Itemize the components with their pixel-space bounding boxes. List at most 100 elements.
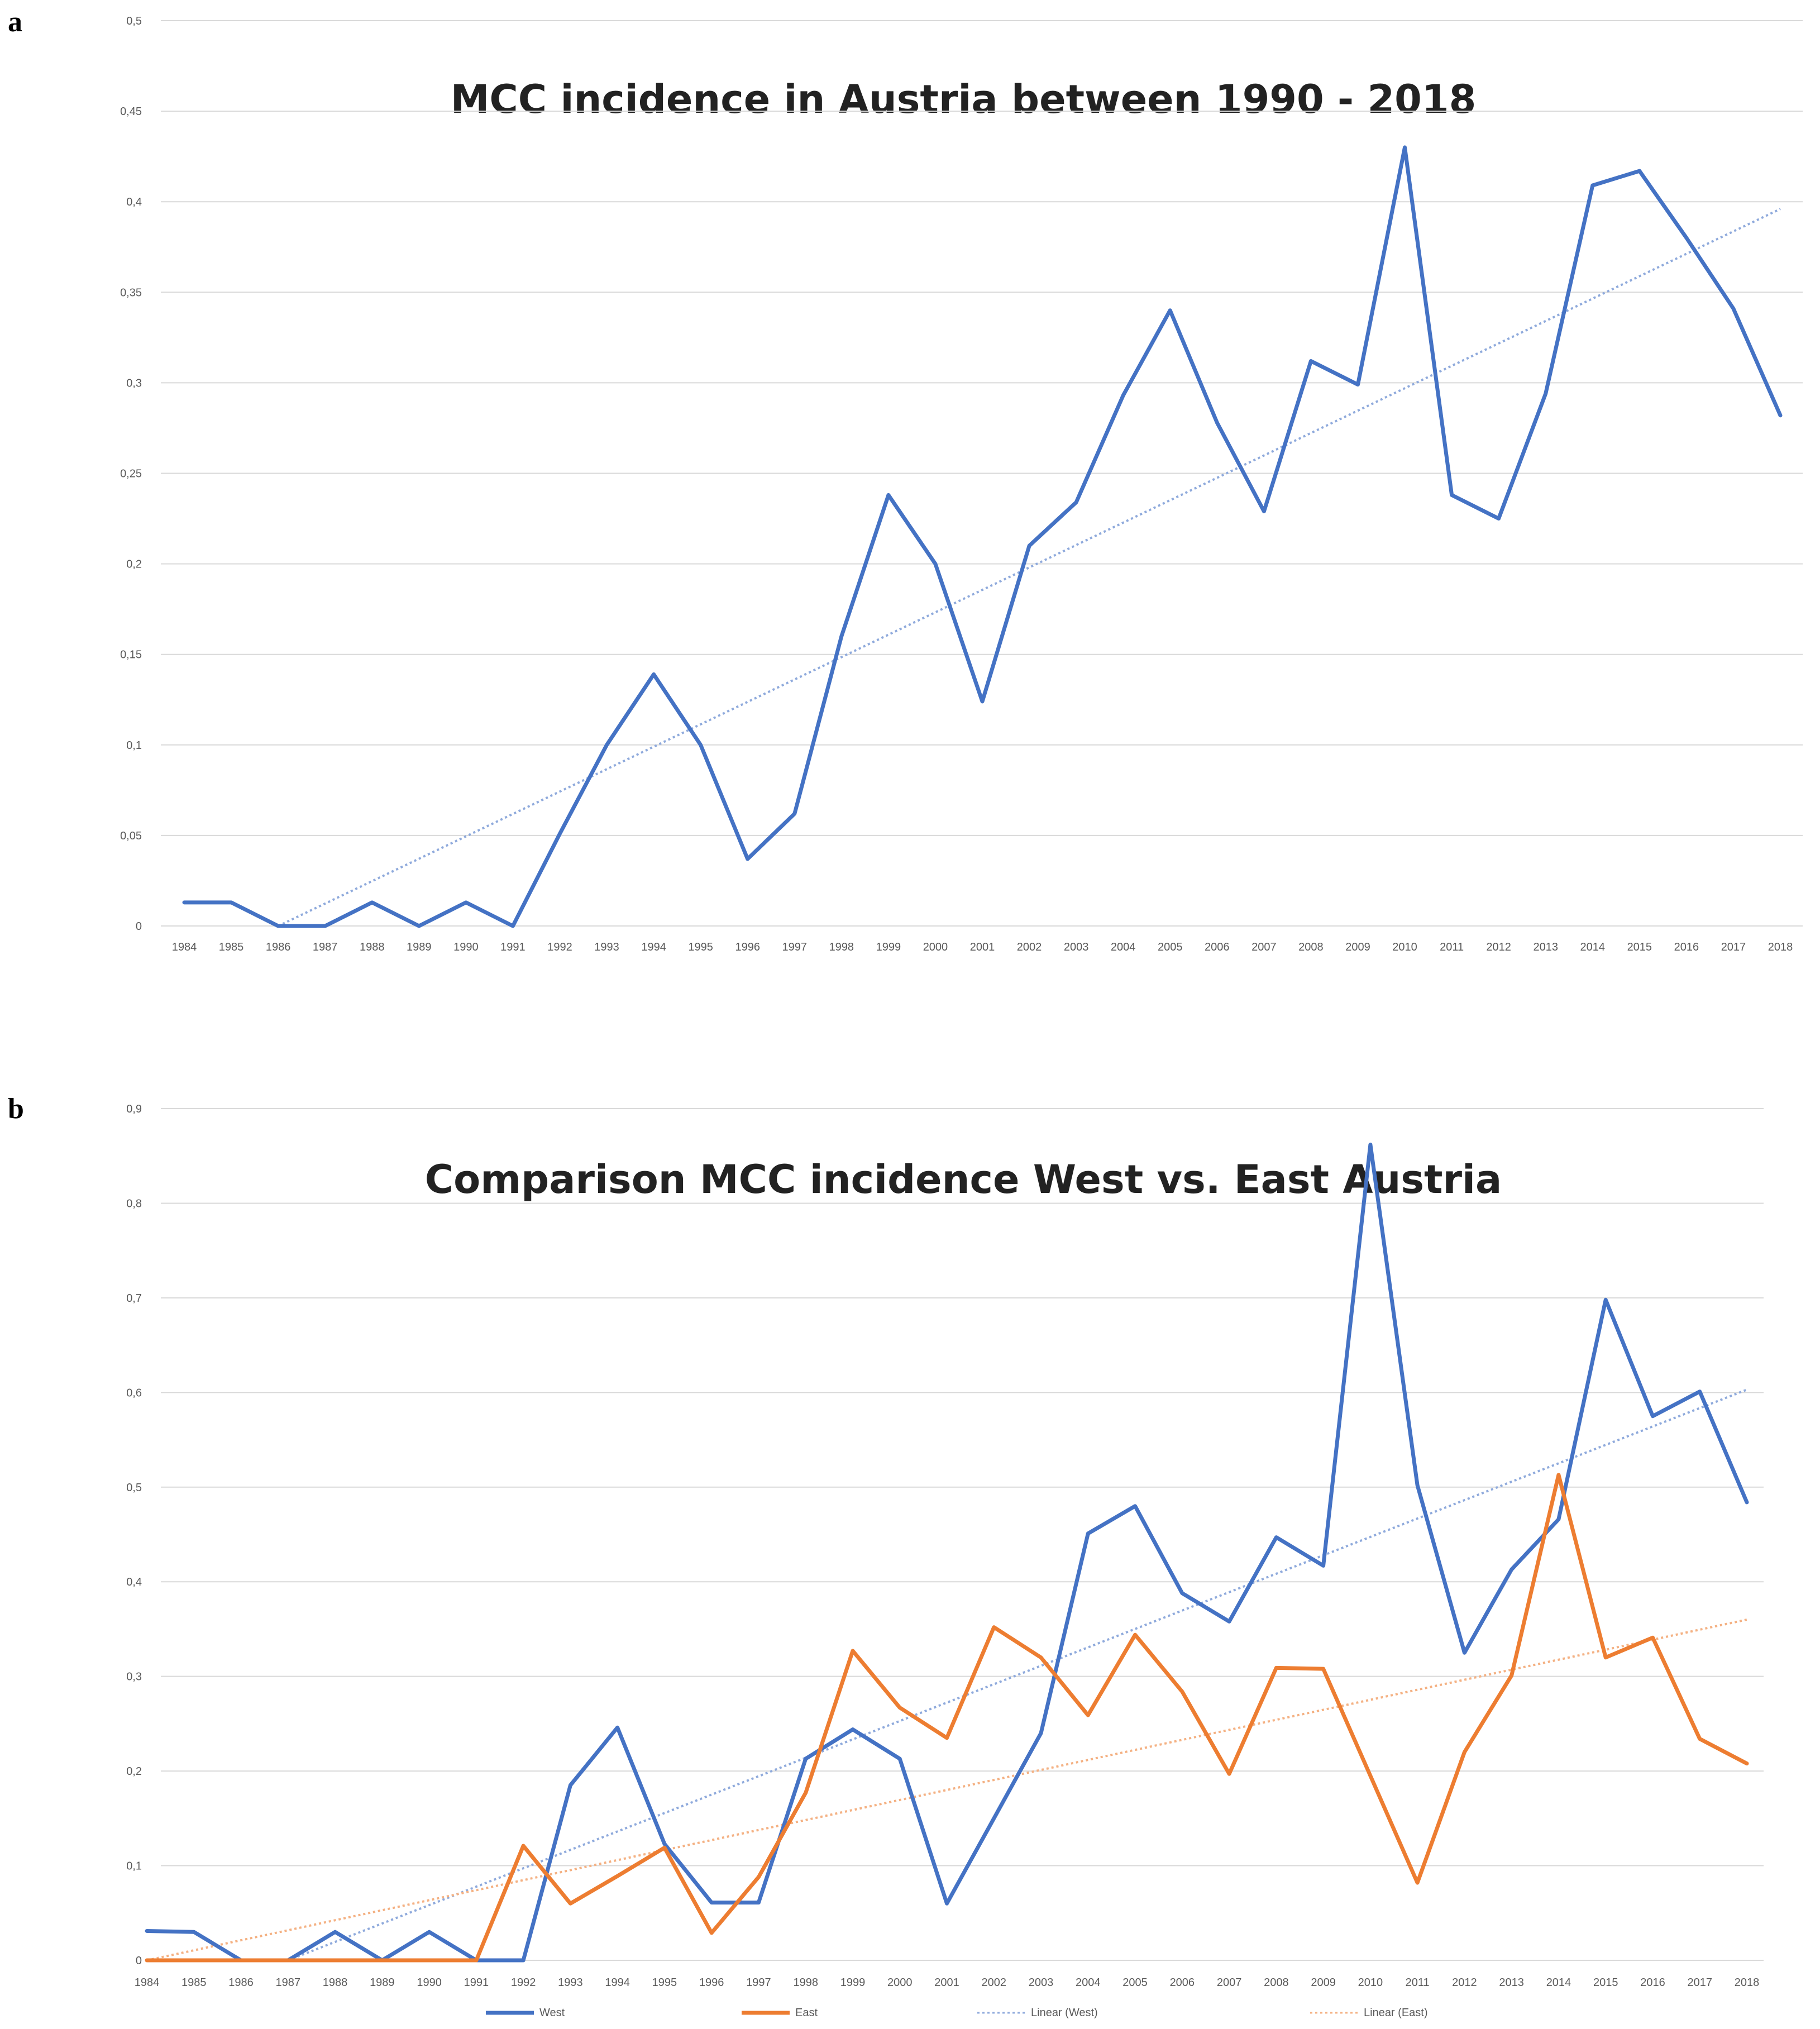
- x-tick-label: 1988: [323, 1977, 348, 1989]
- x-tick-label: 1986: [266, 941, 291, 953]
- x-tick-label: 1985: [219, 941, 244, 953]
- panel-label-b: b: [8, 1093, 24, 1125]
- trendline: [288, 1388, 1747, 1961]
- y-tick-label: 0,4: [126, 196, 142, 208]
- x-tick-label: 1998: [793, 1977, 818, 1989]
- x-tick-label: 1989: [407, 941, 432, 953]
- x-tick-label: 1984: [135, 1977, 160, 1989]
- x-tick-label: 2017: [1687, 1977, 1712, 1989]
- x-tick-label: 1991: [464, 1977, 489, 1989]
- y-tick-label: 0,6: [126, 1387, 142, 1399]
- y-tick-label: 0,1: [126, 1860, 142, 1873]
- x-tick-label: 2017: [1721, 941, 1746, 953]
- y-tick-label: 0,8: [126, 1197, 142, 1210]
- y-tick-label: 0,3: [126, 377, 142, 389]
- y-tick-label: 0,1: [126, 739, 142, 752]
- x-tick-label: 1985: [181, 1977, 207, 1989]
- x-tick-label: 1995: [652, 1977, 677, 1989]
- x-tick-label: 2002: [1017, 941, 1042, 953]
- y-tick-label: 0,15: [120, 649, 142, 661]
- chart-title-a: MCC incidence in Austria between 1990 - …: [451, 77, 1477, 122]
- x-tick-label: 2015: [1627, 941, 1652, 953]
- x-tick-label: 2006: [1170, 1977, 1195, 1989]
- x-tick-label: 2000: [923, 941, 948, 953]
- x-tick-label: 2012: [1452, 1977, 1477, 1989]
- x-tick-label: 1989: [370, 1977, 395, 1989]
- x-tick-label: 2004: [1111, 941, 1136, 953]
- y-tick-label: 0,35: [120, 287, 142, 299]
- legend-label: Linear (East): [1364, 2007, 1428, 2019]
- x-tick-label: 1998: [829, 941, 854, 953]
- series-line-west: [145, 1142, 1749, 1963]
- y-tick-label: 0,9: [126, 1103, 142, 1115]
- x-tick-label: 1992: [511, 1977, 536, 1989]
- x-tick-label: 2009: [1345, 941, 1370, 953]
- x-tick-label: 2010: [1358, 1977, 1383, 1989]
- y-tick-label: 0,05: [120, 830, 142, 842]
- y-tick-label: 0,5: [126, 1482, 142, 1494]
- x-tick-label: 1991: [500, 941, 526, 953]
- y-tick-label: 0: [136, 1955, 142, 1967]
- series-line: [182, 145, 1783, 928]
- panel-label-a: a: [8, 6, 22, 38]
- x-tick-label: 2008: [1298, 941, 1324, 953]
- x-tick-label: 1992: [547, 941, 572, 953]
- x-tick-label: 2014: [1546, 1977, 1571, 1989]
- series-line-east: [145, 1473, 1749, 1963]
- y-tick-label: 0,45: [120, 106, 142, 118]
- y-tick-label: 0,5: [126, 15, 142, 27]
- x-tick-label: 2011: [1440, 941, 1464, 953]
- y-tick-label: 0,2: [126, 1765, 142, 1778]
- x-tick-label: 2002: [982, 1977, 1007, 1989]
- y-tick-label: 0,4: [126, 1576, 142, 1588]
- x-tick-label: 1986: [228, 1977, 254, 1989]
- x-tick-label: 2007: [1251, 941, 1277, 953]
- x-tick-label: 1999: [840, 1977, 866, 1989]
- x-tick-label: 2014: [1580, 941, 1606, 953]
- x-tick-label: 2005: [1158, 941, 1183, 953]
- x-tick-label: 2013: [1499, 1977, 1524, 1989]
- x-tick-label: 1993: [558, 1977, 583, 1989]
- x-tick-label: 1987: [313, 941, 338, 953]
- legend-label: East: [795, 2007, 818, 2019]
- x-tick-label: 2006: [1205, 941, 1230, 953]
- x-tick-label: 2007: [1217, 1977, 1242, 1989]
- x-tick-label: 1996: [699, 1977, 724, 1989]
- x-tick-label: 1994: [605, 1977, 630, 1989]
- x-tick-label: 1997: [746, 1977, 771, 1989]
- x-tick-label: 2001: [970, 941, 995, 953]
- panel-a: a MCC incidence in Austria between 1990 …: [8, 6, 1803, 953]
- x-tick-label: 2003: [1029, 1977, 1054, 1989]
- y-tick-label: 0,2: [126, 558, 142, 571]
- x-tick-label: 2018: [1735, 1977, 1760, 1989]
- x-tick-label: 1997: [782, 941, 808, 953]
- x-tick-label: 2011: [1406, 1977, 1430, 1989]
- x-tick-label: 2005: [1122, 1977, 1148, 1989]
- x-tick-label: 1995: [688, 941, 713, 953]
- x-tick-label: 2000: [887, 1977, 913, 1989]
- x-tick-label: 2010: [1392, 941, 1417, 953]
- panel-b: b Comparison MCC incidence West vs. East…: [8, 1093, 1764, 2019]
- x-tick-label: 1990: [453, 941, 479, 953]
- x-tick-label: 2004: [1076, 1977, 1101, 1989]
- x-tick-label: 2008: [1264, 1977, 1289, 1989]
- x-tick-label: 1990: [417, 1977, 442, 1989]
- x-tick-label: 2013: [1533, 941, 1558, 953]
- x-tick-label: 2009: [1311, 1977, 1336, 1989]
- x-tick-label: 1999: [876, 941, 901, 953]
- legend-label: Linear (West): [1031, 2007, 1098, 2019]
- trendline: [146, 1619, 1747, 1961]
- x-tick-label: 2015: [1593, 1977, 1618, 1989]
- x-tick-label: 1988: [360, 941, 385, 953]
- x-tick-label: 1993: [594, 941, 619, 953]
- x-tick-label: 1987: [276, 1977, 301, 1989]
- y-tick-label: 0,7: [126, 1292, 142, 1305]
- legend-label: West: [539, 2007, 565, 2019]
- y-tick-label: 0,3: [126, 1671, 142, 1683]
- x-tick-label: 1984: [172, 941, 197, 953]
- y-tick-label: 0: [136, 920, 142, 933]
- chart-title-b: Comparison MCC incidence West vs. East A…: [425, 1157, 1502, 1202]
- x-tick-label: 2003: [1064, 941, 1089, 953]
- x-tick-label: 2001: [934, 1977, 959, 1989]
